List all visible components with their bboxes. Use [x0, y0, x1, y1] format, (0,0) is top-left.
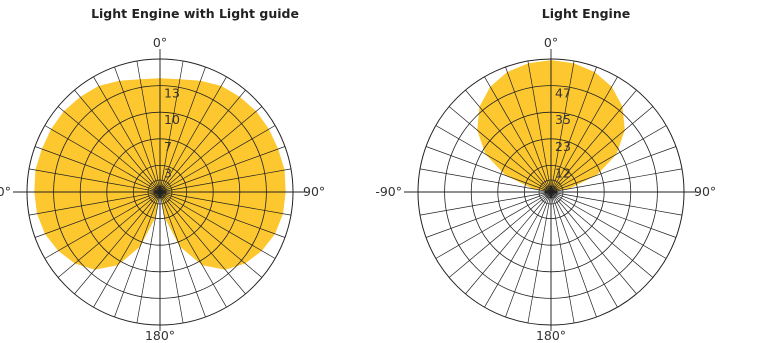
angle-gridline — [484, 76, 552, 193]
angle-gridline — [159, 106, 263, 193]
angle-label-right: 90° — [694, 184, 716, 199]
angle-gridline — [550, 66, 597, 193]
radial-tick-label: 10 — [164, 112, 180, 127]
angle-gridline — [159, 191, 184, 324]
angle-label-bottom: 180° — [145, 328, 175, 343]
angle-gridline — [114, 66, 161, 193]
angle-gridline — [550, 168, 683, 193]
angle-gridline — [550, 89, 637, 193]
angle-gridline — [550, 146, 677, 193]
angle-gridline — [28, 191, 161, 216]
polar-plot: 3 7 10 13 0° 180° -90° 90° — [0, 35, 325, 343]
radial-tick-label: 23 — [555, 139, 571, 154]
angle-gridline — [159, 125, 276, 193]
chart-title: Light Engine with Light guide — [91, 6, 299, 21]
angle-gridline — [136, 191, 161, 324]
angle-gridline — [505, 66, 552, 193]
angle-gridline — [425, 191, 552, 238]
polar-chart-light-guide: Light Engine with Light guide 3 7 10 13 0° 18… — [0, 0, 390, 343]
radial-tick-label: 3 — [164, 165, 172, 180]
radial-tick-label: 12 — [555, 165, 571, 180]
angle-gridline — [550, 191, 575, 324]
angle-gridline — [159, 146, 286, 193]
angle-gridline — [159, 76, 227, 193]
angle-label-left: -90° — [0, 184, 11, 199]
angle-gridline — [114, 191, 161, 318]
angle-gridline — [550, 106, 654, 193]
angle-gridline — [425, 146, 552, 193]
angle-gridline — [34, 146, 161, 193]
angle-gridline — [484, 191, 552, 308]
chart-title: Light Engine — [541, 6, 631, 21]
angle-gridline — [136, 60, 161, 193]
angle-gridline — [465, 191, 552, 295]
angle-gridline — [159, 191, 292, 216]
angle-gridline — [550, 76, 618, 193]
angle-gridline — [34, 191, 161, 238]
angle-gridline — [550, 191, 667, 259]
radial-tick-label: 13 — [164, 86, 180, 101]
angle-gridline — [550, 191, 683, 216]
angle-label-left: -90° — [375, 184, 402, 199]
angle-gridline — [44, 125, 161, 193]
angle-gridline — [159, 191, 227, 308]
angle-gridline — [159, 60, 184, 193]
angle-gridline — [448, 106, 552, 193]
angle-gridline — [435, 191, 552, 259]
angle-gridline — [159, 191, 263, 278]
angle-gridline — [159, 191, 276, 259]
angle-gridline — [93, 191, 161, 308]
angle-gridline — [159, 191, 246, 295]
angle-label-top: 0° — [544, 35, 558, 50]
angle-gridline — [159, 89, 246, 193]
angle-gridline — [550, 191, 654, 278]
angle-label-right: 90° — [303, 184, 325, 199]
angle-gridline — [527, 191, 552, 324]
angle-gridline — [74, 89, 161, 193]
polar-plot: 12 23 35 47 0° 180° -90° 90° — [375, 35, 716, 343]
angle-gridline — [159, 168, 292, 193]
angle-gridline — [419, 191, 552, 216]
angle-gridline — [159, 66, 206, 193]
radial-tick-label: 7 — [164, 139, 172, 154]
angle-gridline — [550, 191, 637, 295]
angle-gridline — [550, 191, 618, 308]
radial-tick-label: 47 — [555, 86, 571, 101]
angle-gridline — [159, 191, 286, 238]
polar-chart-light-engine: Light Engine 12 23 35 47 0° 180° -90° 90° — [375, 0, 781, 343]
angle-gridline — [93, 76, 161, 193]
angle-gridline — [550, 191, 677, 238]
angle-label-bottom: 180° — [536, 328, 566, 343]
angle-gridline — [28, 168, 161, 193]
angle-label-top: 0° — [153, 35, 167, 50]
angle-gridline — [159, 191, 206, 318]
angle-gridline — [505, 191, 552, 318]
angle-gridline — [527, 60, 552, 193]
radial-tick-label: 35 — [555, 112, 571, 127]
angle-gridline — [57, 106, 161, 193]
angle-gridline — [419, 168, 552, 193]
angle-gridline — [465, 89, 552, 193]
angle-gridline — [550, 60, 575, 193]
angle-gridline — [435, 125, 552, 193]
angle-gridline — [57, 191, 161, 278]
angle-gridline — [550, 125, 667, 193]
angle-gridline — [44, 191, 161, 259]
angle-gridline — [550, 191, 597, 318]
angle-gridline — [74, 191, 161, 295]
angle-gridline — [448, 191, 552, 278]
